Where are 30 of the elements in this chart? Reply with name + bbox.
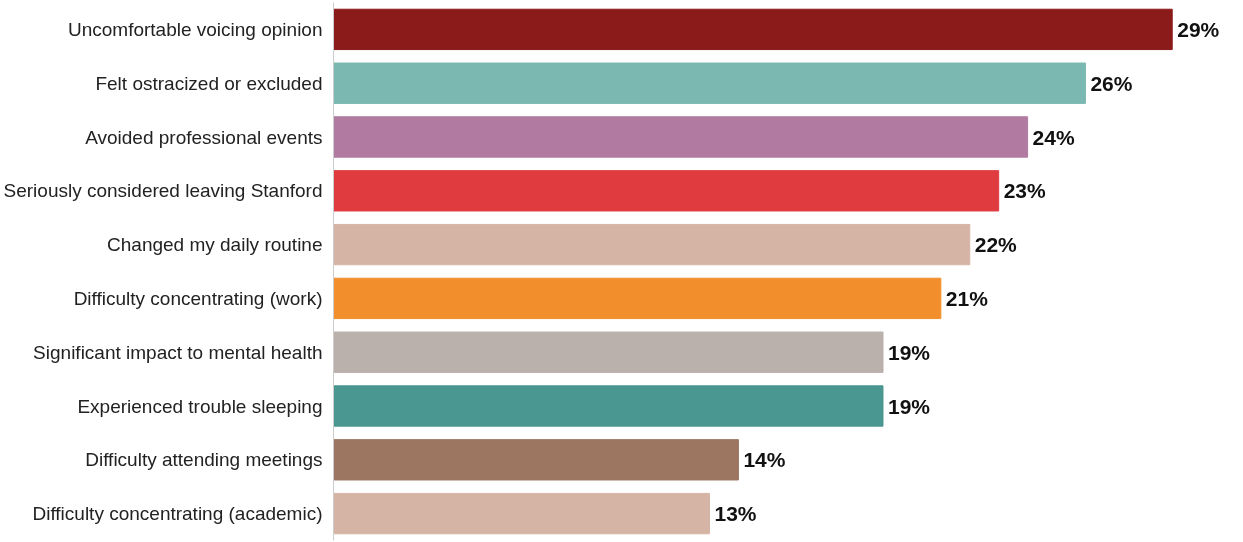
data-label: 22% <box>974 233 1018 257</box>
data-label: 13% <box>714 502 757 526</box>
y-tick-label: Significant impact to mental health <box>33 341 323 363</box>
y-tick-label: Difficulty concentrating (academic) <box>32 503 323 525</box>
data-label: 14% <box>743 448 786 472</box>
data-label: 21% <box>945 286 989 310</box>
bar <box>333 170 1000 212</box>
y-tick-label: Changed my daily routine <box>107 234 323 256</box>
bar <box>333 492 710 535</box>
data-label: 19% <box>888 394 931 418</box>
y-tick-label: Seriously considered leaving Stanford <box>3 180 323 202</box>
bar <box>333 277 942 320</box>
data-label: 24% <box>1032 125 1075 149</box>
y-tick-label: Experienced trouble sleeping <box>77 395 323 417</box>
bar <box>333 62 1086 104</box>
y-tick-label: Difficulty attending meetings <box>85 449 323 471</box>
bar <box>333 223 971 266</box>
data-label: 23% <box>1003 179 1047 203</box>
data-label: 19% <box>888 340 931 364</box>
data-label: 26% <box>1090 71 1133 95</box>
bar <box>333 116 1029 158</box>
y-tick-label: Avoided professional events <box>85 126 323 148</box>
bar <box>333 8 1173 51</box>
y-tick-label: Felt ostracized or excluded <box>95 72 323 94</box>
y-tick-label: Difficulty concentrating (work) <box>73 287 323 309</box>
bar <box>333 439 739 481</box>
data-label: 29% <box>1177 17 1220 41</box>
bar <box>333 331 884 373</box>
bar <box>333 385 884 427</box>
y-tick-label: Uncomfortable voicing opinion <box>67 18 323 40</box>
